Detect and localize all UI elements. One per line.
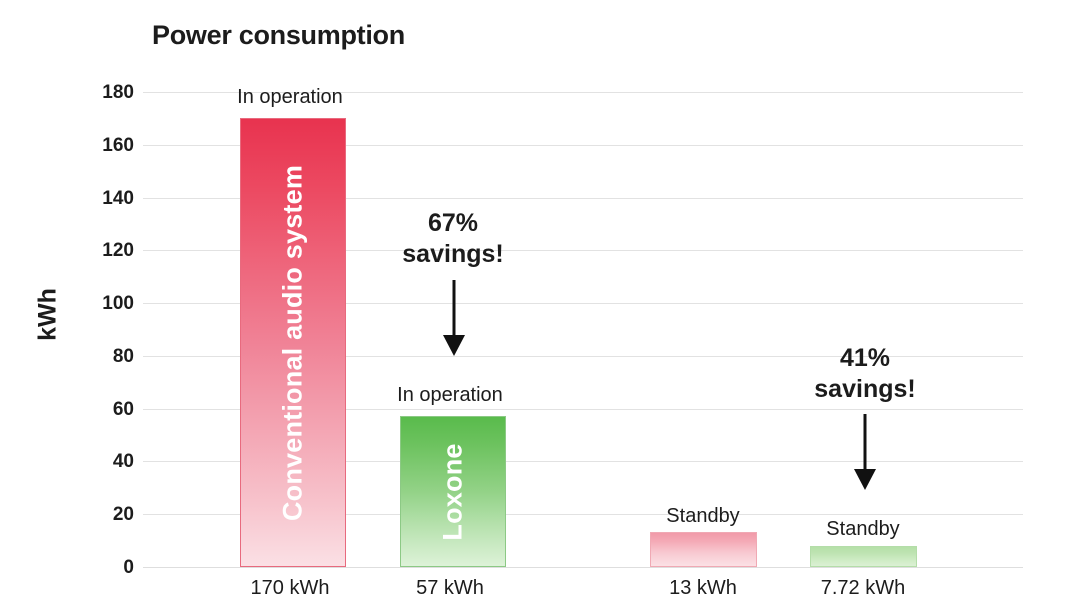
gridline-baseline [143,567,1023,568]
bar-inner-label: Loxone [437,442,468,541]
gridline [143,303,1023,304]
x-tick-label-loxone-standby: 7.72 kWh [820,577,906,599]
annotation-line-2: savings! [814,374,916,403]
bar-inner-label: Conventional audio system [277,164,308,521]
y-tick-label: 120 [102,240,134,261]
y-tick-label: 0 [123,557,134,578]
y-tick-label: 180 [102,82,134,103]
y-tick-label: 40 [112,451,134,472]
annotation-line-1: 41% [839,344,891,372]
bar-conventional-in-operation[interactable]: Conventional audio system [240,118,346,567]
annotation-line-2: savings! [402,239,504,268]
gridline [143,409,1023,410]
bar-conventional-standby[interactable] [650,532,757,567]
annotation-savings-41: 41% savings! [765,343,965,404]
gridline [143,92,1023,93]
y-tick-label: 80 [112,346,134,367]
gridline [143,250,1023,251]
y-tick-label: 100 [102,293,134,314]
x-tick-label-conventional-standby: 13 kWh [669,577,737,599]
y-tick-label: 160 [102,135,134,156]
down-arrow-icon [443,280,465,356]
bar-loxone-in-operation[interactable]: Loxone [400,416,506,567]
y-tick-label: 60 [112,399,134,420]
annotation-savings-67: 67% savings! [353,208,553,269]
bar-top-label-loxone-in-operation: In operation [397,384,503,406]
gridline [143,356,1023,357]
gridline [143,198,1023,199]
plot-area: Conventional audio system Loxone [143,92,1023,568]
bar-top-label-conventional-standby: Standby [666,505,740,527]
x-tick-label-loxone-in-operation: 57 kWh [416,577,484,599]
bar-loxone-standby[interactable] [810,546,917,567]
x-tick-label-conventional-in-operation: 170 kWh [250,577,330,599]
down-arrow-icon [854,414,876,490]
bar-top-label-loxone-standby: Standby [826,518,900,540]
bar-top-label-conventional-in-operation: In operation [237,86,343,108]
annotation-line-1: 67% [427,209,479,237]
gridline [143,145,1023,146]
page-title: Power consumption [152,20,405,50]
gridline [143,461,1023,462]
y-tick-label: 20 [112,504,134,525]
gridline [143,514,1023,515]
y-axis-title: kWh [33,288,62,341]
y-tick-label: 140 [102,188,134,209]
